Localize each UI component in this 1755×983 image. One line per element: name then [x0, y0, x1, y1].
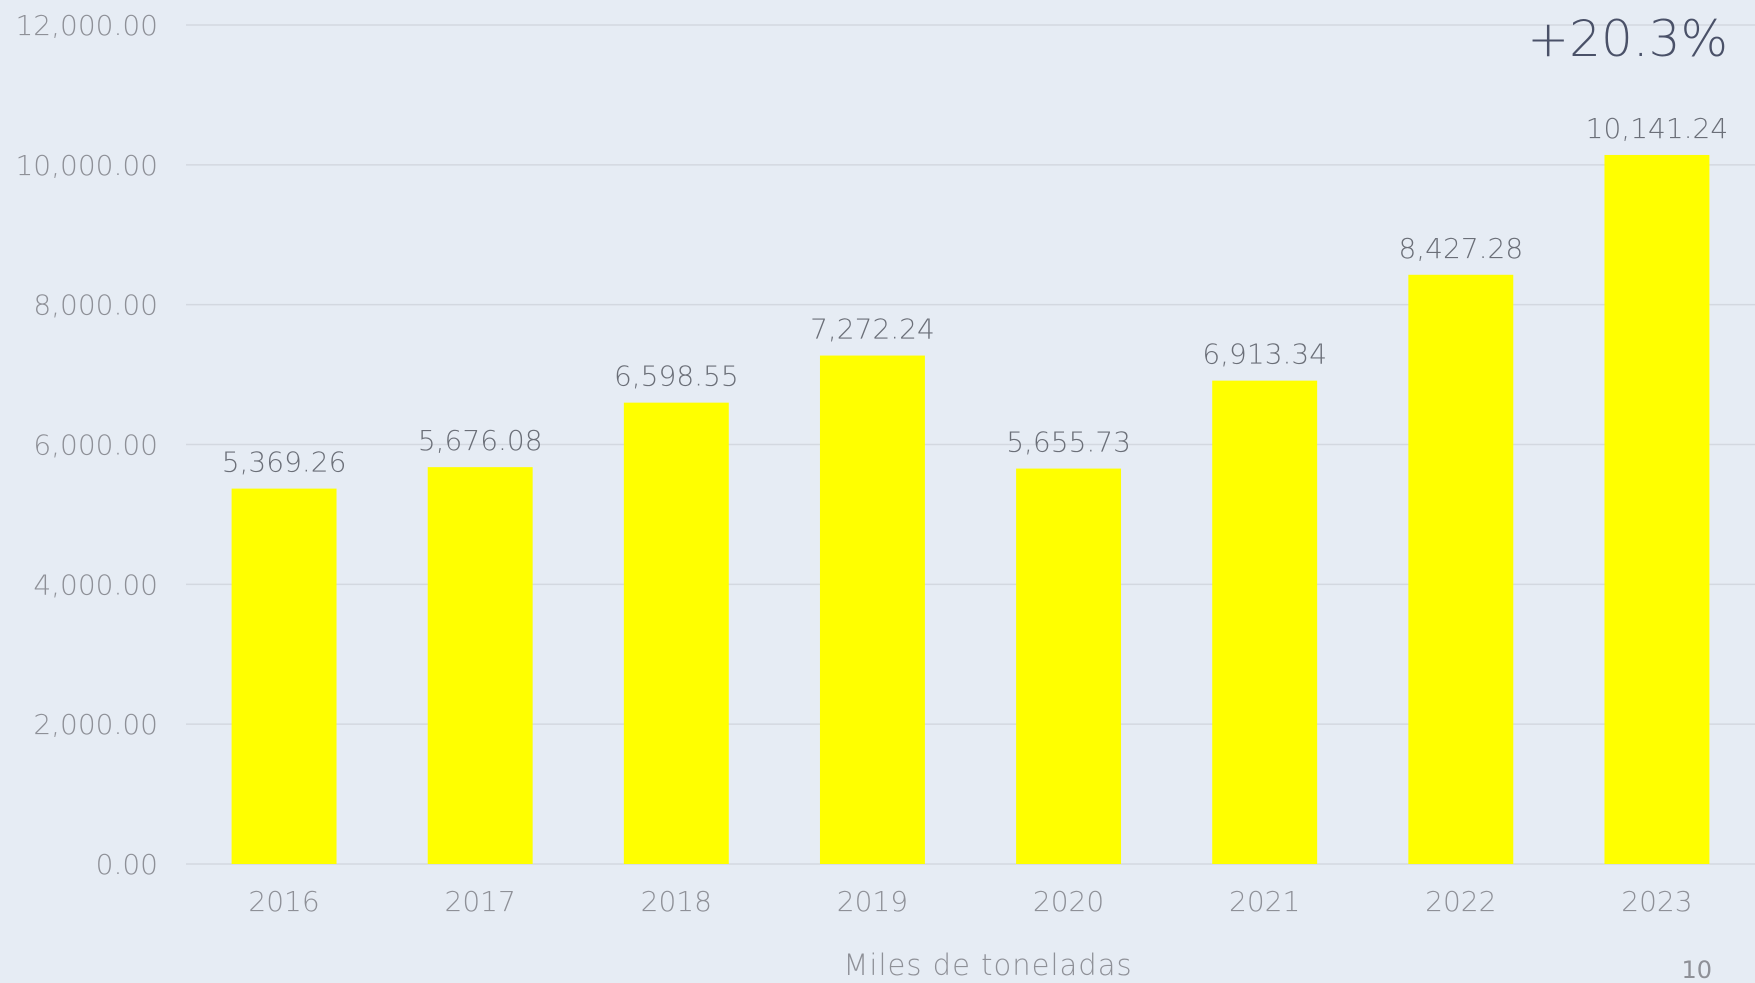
y-tick-label: 6,000.00 [33, 429, 158, 462]
x-tick-label: 2022 [1425, 885, 1496, 918]
page-number: 10 [1681, 956, 1712, 979]
x-axis-ticks: 2016 2017 2018 2019 2020 2021 2022 2023 [248, 885, 1692, 918]
y-axis-ticks: 0.00 2,000.00 4,000.00 6,000.00 8,000.00 10,0… [15, 9, 158, 881]
x-tick-label: 2018 [641, 885, 712, 918]
x-tick-label: 2016 [248, 885, 319, 918]
bar-2016 [231, 488, 337, 864]
y-tick-label: 10,000.00 [15, 149, 158, 182]
bars [231, 154, 1710, 864]
bar-2022 [1408, 274, 1514, 864]
data-labels: 5,369.26 5,676.08 6,598.55 7,272.24 5,655.73… [222, 112, 1728, 479]
x-tick-label: 2020 [1033, 885, 1104, 918]
data-label: 10,141.24 [1586, 112, 1729, 145]
x-axis-title: Miles de toneladas [843, 948, 1132, 979]
bar-2021 [1212, 380, 1318, 864]
bar-2020 [1016, 468, 1122, 864]
y-tick-label: 0.00 [96, 848, 158, 881]
data-label: 7,272.24 [810, 313, 935, 346]
x-tick-label: 2021 [1229, 885, 1300, 918]
x-tick-label: 2019 [837, 885, 908, 918]
y-tick-label: 4,000.00 [33, 568, 158, 601]
x-tick-label: 2023 [1621, 885, 1692, 918]
data-label: 5,676.08 [418, 424, 543, 457]
y-tick-label: 12,000.00 [15, 9, 158, 42]
data-label: 8,427.28 [1398, 232, 1523, 265]
y-tick-label: 2,000.00 [33, 708, 158, 741]
data-label: 5,655.73 [1006, 426, 1131, 459]
growth-annotation: +20.3% [1527, 10, 1728, 68]
data-label: 6,598.55 [614, 360, 739, 393]
data-label: 6,913.34 [1202, 338, 1327, 371]
bar-2017 [427, 467, 533, 864]
bar-2018 [623, 402, 729, 864]
bar-2019 [819, 355, 925, 864]
y-tick-label: 8,000.00 [33, 289, 158, 322]
bar-2023 [1604, 154, 1710, 864]
x-tick-label: 2017 [445, 885, 516, 918]
data-label: 5,369.26 [222, 446, 347, 479]
